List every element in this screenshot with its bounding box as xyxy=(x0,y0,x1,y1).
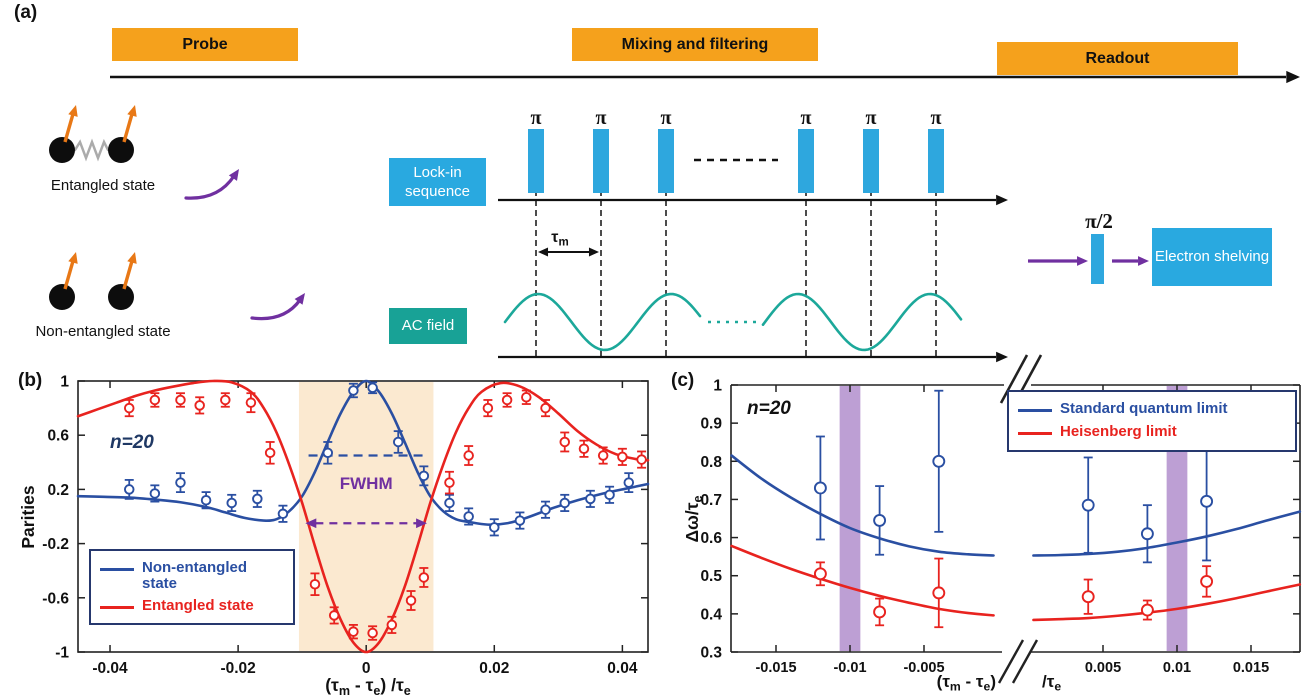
svg-text:0: 0 xyxy=(362,660,371,677)
svg-text:0.7: 0.7 xyxy=(700,492,722,509)
svg-text:π: π xyxy=(596,107,607,129)
svg-text:-0.6: -0.6 xyxy=(42,590,69,607)
svg-text:0.6: 0.6 xyxy=(700,530,722,547)
svg-text:π: π xyxy=(931,107,942,129)
svg-text:-0.015: -0.015 xyxy=(755,660,796,676)
panel-b-legend: Non-entangled state Entangled state xyxy=(89,549,295,625)
svg-text:π: π xyxy=(661,107,672,129)
entangled-state-data-points xyxy=(123,389,647,641)
legend-row-entangled: Entangled state xyxy=(100,596,284,615)
svg-text:FWHM: FWHM xyxy=(340,474,393,493)
stage-box-probe: Probe xyxy=(112,28,298,61)
svg-text:0.9: 0.9 xyxy=(700,416,722,433)
svg-text:-0.2: -0.2 xyxy=(42,536,69,553)
panel-c-n-annotation: n=20 xyxy=(747,398,791,419)
standard-quantum-limit-data-points xyxy=(813,389,1214,564)
panel-a-label: (a) xyxy=(14,2,38,23)
svg-text:/τe: /τe xyxy=(1042,672,1061,694)
entangled-legend-label: Entangled state xyxy=(142,596,254,614)
svg-text:-0.04: -0.04 xyxy=(92,660,128,677)
svg-text:0.005: 0.005 xyxy=(1085,660,1121,676)
svg-text:(τm - τe) /τe: (τm - τe) /τe xyxy=(325,675,411,698)
ac-field-box: AC field xyxy=(389,308,467,344)
stage-box-readout: Readout xyxy=(997,42,1238,75)
legend-row-sql: Standard quantum limit xyxy=(1018,401,1286,418)
svg-text:τm: τm xyxy=(551,229,568,249)
heisenberg-line-swatch xyxy=(1018,431,1052,435)
svg-text:0.3: 0.3 xyxy=(700,645,722,662)
svg-text:0.2: 0.2 xyxy=(47,482,69,499)
entangled-line-swatch xyxy=(100,605,134,609)
svg-text:0.04: 0.04 xyxy=(607,660,638,677)
electron-shelving-box: Electron shelving xyxy=(1152,228,1272,286)
svg-text:0.02: 0.02 xyxy=(479,660,509,677)
svg-text:π: π xyxy=(866,107,877,129)
panel-c-plot xyxy=(730,354,1302,684)
panel-a-graphics xyxy=(49,70,1300,363)
stage-box-mixing-filtering: Mixing and filtering xyxy=(572,28,818,61)
svg-text:-0.005: -0.005 xyxy=(903,660,944,676)
svg-text:π: π xyxy=(801,107,812,129)
non-entangled-state-data-points xyxy=(123,381,635,537)
svg-text:0.01: 0.01 xyxy=(1163,660,1191,676)
svg-text:Parities: Parities xyxy=(18,485,38,548)
svg-text:0.015: 0.015 xyxy=(1233,660,1269,676)
svg-text:π/2: π/2 xyxy=(1085,209,1113,233)
heisenberg-legend-label: Heisenberg limit xyxy=(1060,422,1177,440)
svg-text:1: 1 xyxy=(60,374,69,391)
svg-text:π: π xyxy=(531,107,542,129)
legend-row-heisenberg: Heisenberg limit xyxy=(1018,422,1286,441)
svg-text:(τm - τe): (τm - τe) xyxy=(937,672,996,694)
svg-text:0.8: 0.8 xyxy=(700,454,722,471)
non-entangled-state-label: Non-entangled state xyxy=(35,323,171,340)
svg-text:-1: -1 xyxy=(55,645,69,662)
sql-line-swatch xyxy=(1018,409,1052,413)
lockin-sequence-box: Lock-in sequence xyxy=(389,158,486,206)
svg-text:0.5: 0.5 xyxy=(700,568,722,585)
entangled-state-label: Entangled state xyxy=(50,177,156,194)
panel-b-n-annotation: n=20 xyxy=(110,432,154,453)
svg-text:Δω/τe: Δω/τe xyxy=(682,495,705,542)
svg-text:0.4: 0.4 xyxy=(700,606,722,623)
panel-b-plot xyxy=(76,379,650,654)
legend-row-non-entangled: Non-entangled state xyxy=(100,558,284,594)
svg-text:1: 1 xyxy=(713,378,722,395)
svg-text:0.6: 0.6 xyxy=(47,428,69,445)
svg-text:-0.02: -0.02 xyxy=(220,660,255,677)
non-entangled-legend-label: Non-entangled state xyxy=(142,558,247,593)
panel-c-legend: Standard quantum limit Heisenberg limit xyxy=(1007,390,1297,452)
non-entangled-line-swatch xyxy=(100,567,134,571)
svg-text:-0.01: -0.01 xyxy=(833,660,866,676)
panel-c-label: (c) xyxy=(671,370,695,391)
panel-b-label: (b) xyxy=(18,370,43,391)
sql-legend-label: Standard quantum limit xyxy=(1060,400,1228,418)
heisenberg-limit-data-points xyxy=(813,557,1214,629)
